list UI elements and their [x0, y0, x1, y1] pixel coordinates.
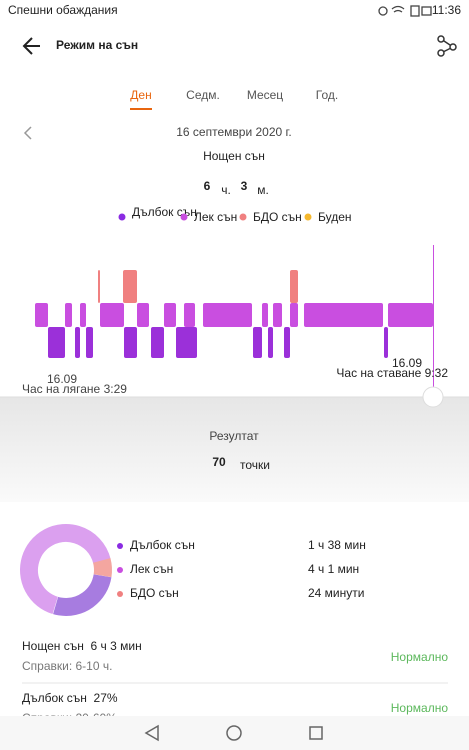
- rem-segment: [123, 270, 137, 303]
- row-value: 4 ч 1 мин: [308, 562, 359, 576]
- wake-date: 16.09: [392, 356, 422, 370]
- deep-segment: [48, 327, 65, 358]
- row-name: Лек сън: [130, 562, 173, 576]
- score-value: 70: [212, 455, 226, 469]
- clock: 11:36: [432, 3, 461, 17]
- summary-status: Нормално: [391, 650, 449, 664]
- light-segment: [35, 303, 48, 327]
- row-dot: [117, 567, 123, 573]
- score-label: Резултат: [209, 429, 259, 443]
- hours-unit: ч.: [221, 183, 231, 197]
- hypnogram: [35, 270, 433, 358]
- tab-day[interactable]: Ден: [130, 88, 151, 102]
- row-dot: [117, 591, 123, 597]
- light-segment: [388, 303, 433, 327]
- donut: [20, 524, 112, 616]
- minutes-unit: м.: [257, 183, 269, 197]
- summary-status: Нормално: [391, 701, 449, 715]
- wake-time: Час на ставане 9:32: [336, 366, 448, 380]
- deep-segment: [86, 327, 93, 358]
- light-segment: [137, 303, 149, 327]
- back-button[interactable]: [22, 37, 40, 55]
- bed-date: 16.09: [47, 372, 77, 386]
- legend-label: Дълбок сън: [132, 205, 197, 219]
- date: 16 септември 2020 г.: [176, 125, 292, 139]
- legend-label: БДО сън: [253, 210, 302, 224]
- row-value: 24 минути: [308, 586, 364, 600]
- row-name: Дълбок сън: [130, 538, 195, 552]
- row-value: 1 ч 38 мин: [308, 538, 366, 552]
- summary-title: Дълбок сън 27%: [22, 691, 118, 705]
- tab-month[interactable]: Месец: [247, 88, 283, 102]
- deep-segment: [151, 327, 164, 358]
- hours: 6: [204, 179, 211, 193]
- deep-segment: [176, 327, 197, 358]
- deep-segment: [268, 327, 273, 358]
- page-title: Режим на сън: [56, 38, 138, 52]
- nav-bar: [0, 716, 469, 750]
- row-dot: [117, 543, 123, 549]
- tab-underline: [130, 108, 152, 110]
- score-panel: [0, 397, 469, 502]
- carrier: Спешни обаждания: [8, 3, 118, 17]
- nav-recent[interactable]: [309, 726, 323, 740]
- slider-handle[interactable]: [422, 386, 444, 408]
- tab-week[interactable]: Седм.: [186, 88, 220, 102]
- light-segment: [80, 303, 86, 327]
- deep-segment: [284, 327, 290, 358]
- summary-title: Нощен сън 6 ч 3 мин: [22, 639, 142, 653]
- light-segment: [262, 303, 268, 327]
- tab-year[interactable]: Год.: [316, 88, 338, 102]
- nav-back[interactable]: [144, 724, 159, 742]
- summary-reference: Справки: 6-10 ч.: [22, 659, 112, 673]
- share-button[interactable]: [437, 35, 457, 57]
- bed-time: Час на лягане 3:29: [22, 382, 127, 396]
- light-segment: [164, 303, 176, 327]
- deep-segment: [75, 327, 80, 358]
- light-segment: [100, 303, 124, 327]
- deep-segment: [253, 327, 262, 358]
- light-segment: [273, 303, 282, 327]
- prev-day[interactable]: [23, 126, 32, 140]
- light-segment: [290, 303, 298, 327]
- minutes: 3: [241, 179, 248, 193]
- legend-dot: [180, 213, 188, 221]
- legend-label: Буден: [318, 210, 352, 224]
- nav-home[interactable]: [226, 725, 242, 741]
- deep-segment: [124, 327, 137, 358]
- row-name: БДО сън: [130, 586, 179, 600]
- legend-dot: [304, 213, 312, 221]
- score-unit: точки: [240, 458, 270, 472]
- sleep-title: Нощен сън: [203, 149, 265, 163]
- light-segment: [304, 303, 383, 327]
- legend-dot: [239, 213, 247, 221]
- legend-dot: [118, 213, 126, 221]
- rem-segment: [290, 270, 298, 303]
- light-segment: [203, 303, 252, 327]
- status-icons: [378, 5, 432, 17]
- rem-segment: [98, 270, 100, 303]
- legend-label: Лек сън: [194, 210, 237, 224]
- deep-segment: [384, 327, 388, 358]
- light-segment: [184, 303, 195, 327]
- light-segment: [65, 303, 72, 327]
